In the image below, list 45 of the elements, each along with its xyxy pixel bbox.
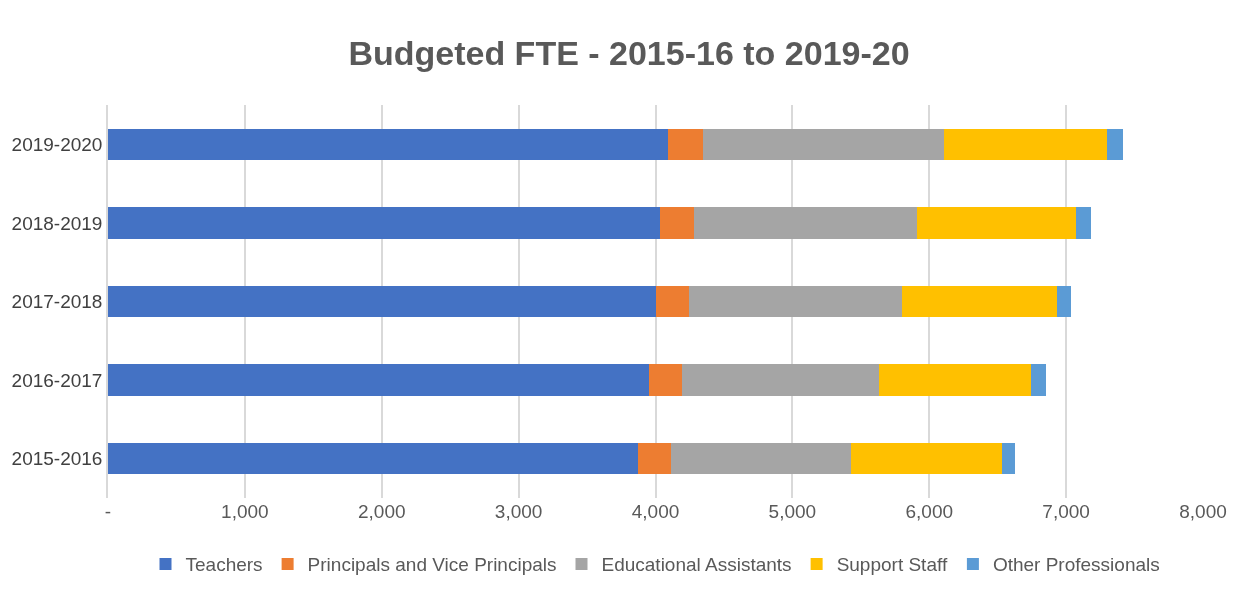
- bar: [901, 285, 1057, 318]
- x-tick-label: 4,000: [631, 501, 680, 522]
- bar: [1031, 364, 1046, 396]
- bar: [667, 128, 704, 161]
- y-tick-label: 2018-2019: [11, 212, 103, 234]
- bar: [108, 442, 638, 475]
- x-tick-label: 7,000: [1042, 501, 1090, 522]
- bar: [682, 364, 880, 396]
- legend-label: Teachers: [185, 554, 263, 576]
- legend-label: Educational Assistants: [601, 554, 792, 576]
- legend-label: Other Professionals: [992, 554, 1160, 576]
- legend-label: Support Staff: [836, 554, 948, 576]
- bar: [1001, 442, 1016, 475]
- x-tick-label: 2,000: [357, 501, 406, 522]
- bar: [851, 442, 1002, 475]
- bar: [637, 442, 672, 475]
- bar: [108, 364, 649, 396]
- bar: [648, 364, 683, 396]
- y-tick-label: 2015-2016: [11, 448, 103, 470]
- bar: [108, 128, 668, 161]
- bar: [689, 285, 902, 318]
- bar: [693, 207, 917, 239]
- bar: [916, 207, 1076, 239]
- x-tick-label: 3,000: [494, 501, 543, 522]
- bar: [659, 207, 694, 239]
- y-tick-label: 2017-2018: [11, 291, 103, 313]
- bar: [108, 285, 656, 318]
- y-tick-label: 2016-2017: [11, 369, 103, 391]
- bar: [1056, 285, 1071, 318]
- bar: [655, 285, 690, 318]
- x-tick-label: 5,000: [768, 501, 817, 522]
- bar: [1107, 128, 1123, 161]
- x-tick-label: -: [104, 501, 112, 522]
- bar: [703, 128, 945, 161]
- legend-label: Principals and Vice Principals: [307, 554, 557, 576]
- bar: [671, 442, 852, 475]
- chart-title: Budgeted FTE - 2015-16 to 2019-20: [348, 34, 910, 73]
- x-tick-label: 6,000: [905, 501, 954, 522]
- bar: [108, 207, 660, 239]
- y-tick-label: 2019-2020: [11, 133, 103, 155]
- x-tick-label: 1,000: [221, 501, 269, 522]
- bar: [879, 364, 1032, 396]
- x-tick-label: 8,000: [1179, 501, 1227, 522]
- bar: [944, 128, 1108, 161]
- bar: [1075, 207, 1091, 239]
